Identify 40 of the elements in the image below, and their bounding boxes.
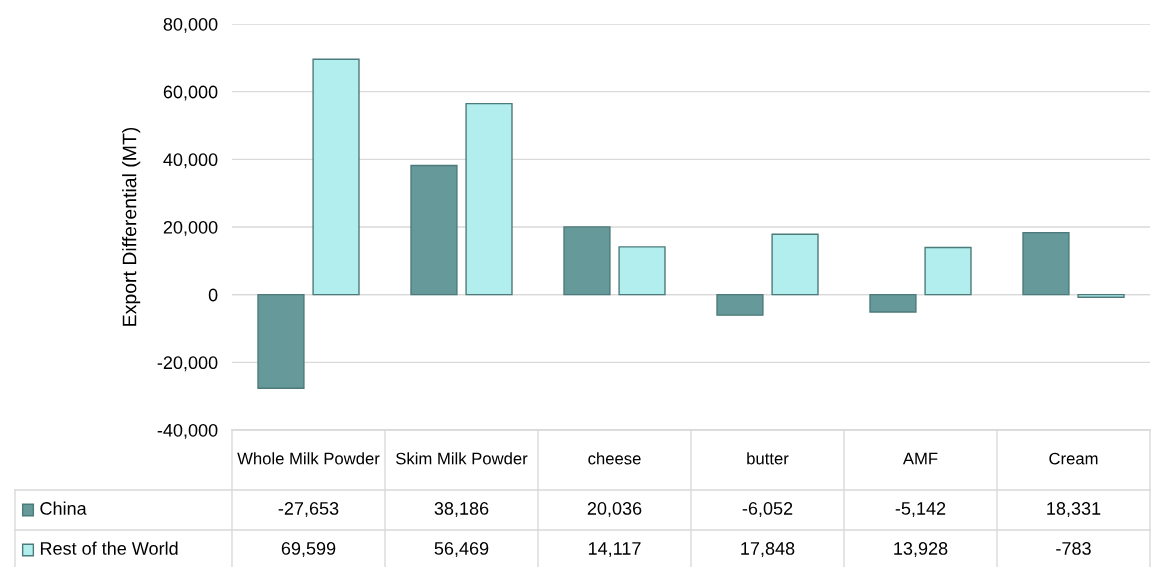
bar: [465, 102, 513, 296]
bar: [257, 293, 305, 389]
bar: [924, 246, 972, 296]
legend-label: China: [40, 501, 87, 515]
data-label: -783: [1056, 542, 1091, 555]
data-label: 17,848: [741, 542, 795, 557]
bar: [1022, 231, 1070, 296]
x-tick-label: AMF: [902, 452, 938, 465]
data-label: 14,117: [588, 542, 641, 557]
y-tick-label: 20,000: [163, 220, 218, 236]
x-tick-label: Skim Milk Powder: [396, 452, 528, 465]
data-label: 69,599: [281, 542, 336, 557]
data-label: 13,928: [894, 542, 948, 557]
y-axis-title: Export Differential (MT): [122, 127, 141, 326]
bar: [618, 246, 666, 296]
bar: [771, 233, 819, 296]
bar: [563, 226, 611, 296]
data-label: 20,036: [587, 502, 642, 517]
data-label: 56,469: [434, 542, 489, 557]
y-tick-label: 60,000: [163, 85, 218, 101]
bar: [716, 293, 764, 316]
x-tick-label: butter: [747, 452, 789, 465]
x-tick-label: cheese: [588, 452, 641, 465]
legend-label: Rest of the World: [40, 541, 178, 555]
bar: [410, 164, 458, 296]
y-tick-label: 0: [208, 288, 218, 302]
x-tick-label: Whole Milk Powder: [237, 452, 380, 465]
x-tick-label: Cream: [1049, 452, 1098, 465]
bar: [1077, 293, 1125, 299]
y-tick-label: 80,000: [163, 17, 218, 33]
y-tick-label: -40,000: [157, 423, 218, 439]
bar: [312, 58, 360, 296]
data-label: -27,653: [278, 502, 339, 517]
data-label: -6,052: [742, 502, 793, 517]
data-label: 38,186: [434, 502, 489, 517]
bar: [869, 293, 917, 313]
y-tick-label: -20,000: [157, 356, 218, 372]
data-label: 18,331: [1047, 502, 1101, 517]
y-tick-label: 40,000: [163, 153, 218, 169]
data-label: -5,142: [895, 502, 946, 517]
